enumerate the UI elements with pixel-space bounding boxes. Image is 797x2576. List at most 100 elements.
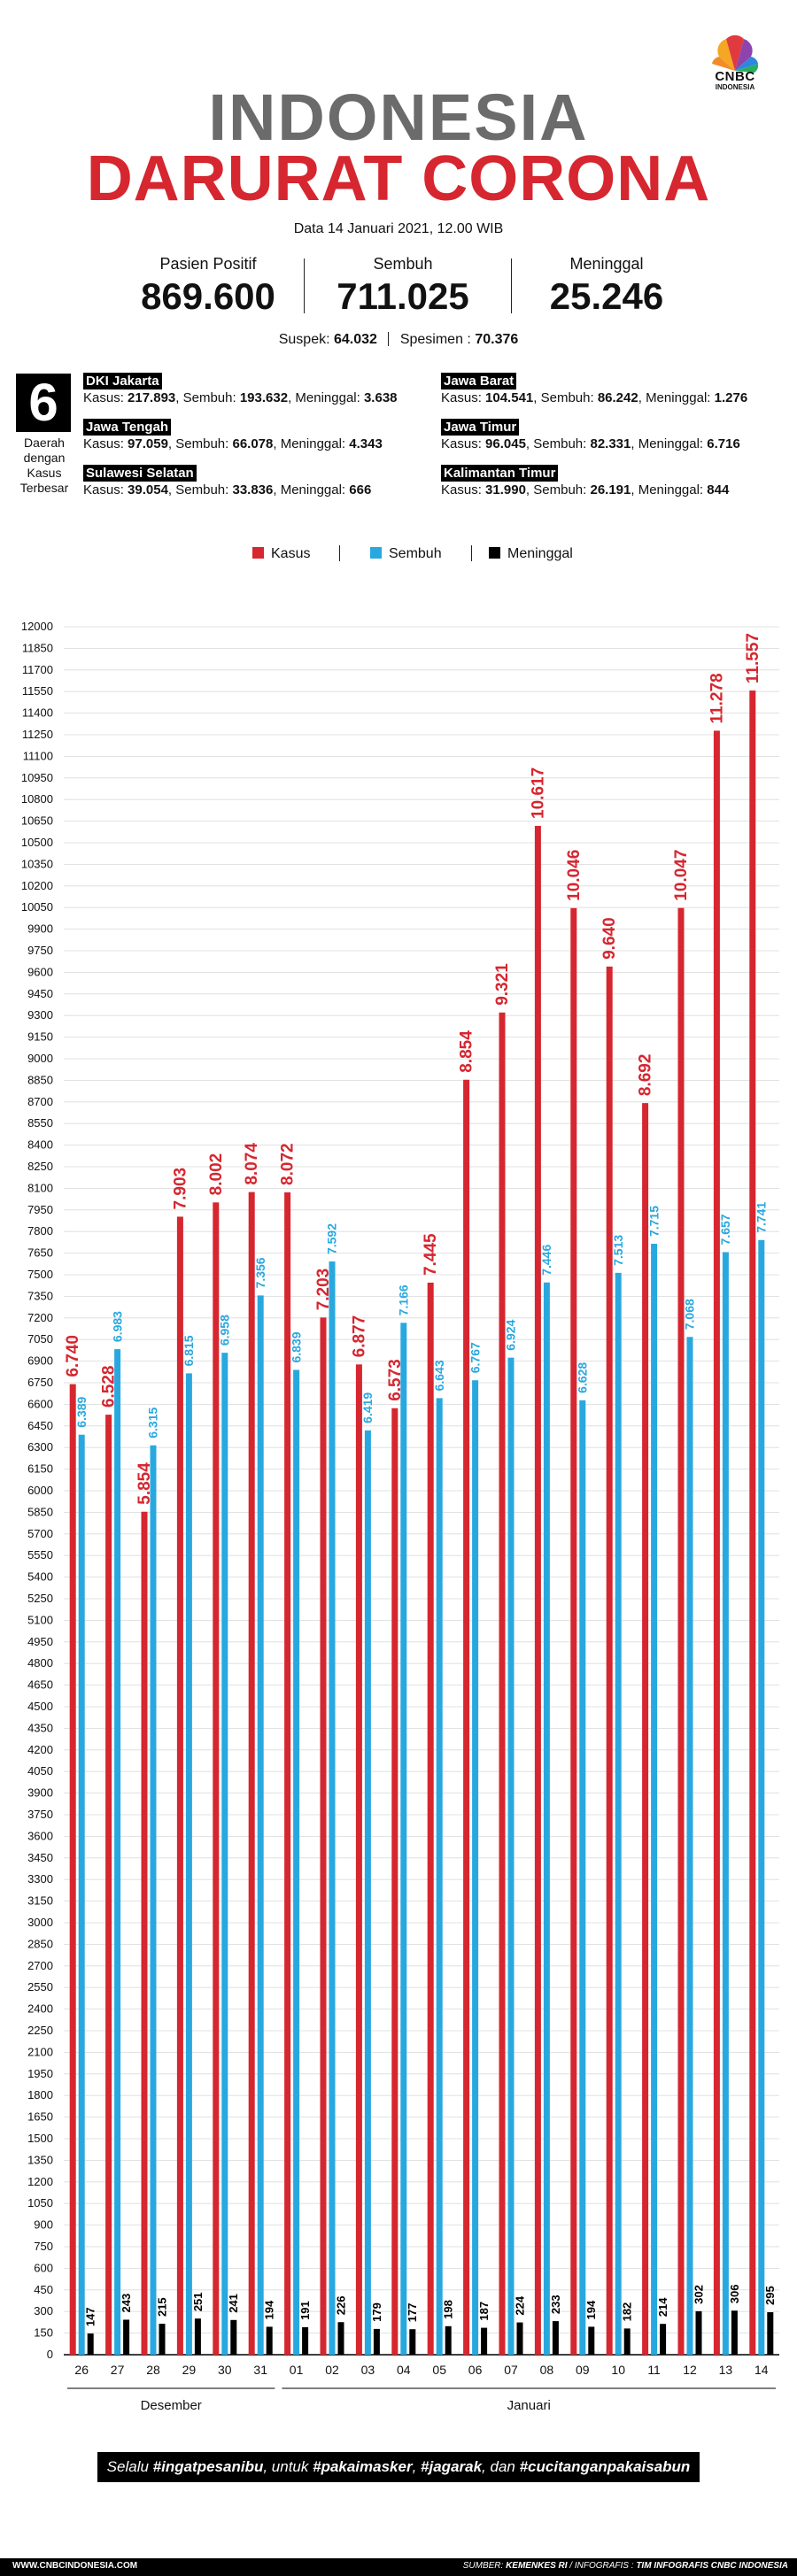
region-details: Kasus: 104.541, Sembuh: 86.242, Meningga… (441, 390, 748, 405)
stat-value: 869.600 (141, 275, 275, 317)
bar-sembuh (293, 1369, 300, 2355)
y-tick-label: 450 (34, 2283, 53, 2296)
region-name: Kalimantan Timur (441, 465, 559, 482)
region-meninggal: 844 (707, 482, 730, 497)
suspek-value: 64.032 (333, 332, 377, 347)
chart-legend: Kasus Sembuh Meninggal (0, 545, 797, 567)
region-label: Meninggal: (280, 482, 346, 497)
y-tick-label: 2700 (27, 1959, 53, 1972)
regions-caption-line: Terbesar (19, 481, 69, 495)
data-label-kasus: 8.854 (458, 1030, 476, 1073)
logo-subtext: INDONESIA (715, 83, 755, 91)
regions-caption-line: Kasus (27, 466, 62, 480)
y-tick-label: 5400 (27, 1570, 53, 1584)
data-label-sembuh: 6.628 (576, 1362, 590, 1393)
data-label-meninggal: 243 (120, 2294, 133, 2313)
x-tick-label: 30 (218, 2363, 232, 2377)
stat-label: Meninggal (569, 255, 644, 273)
bar-kasus (463, 1079, 470, 2355)
x-tick-label: 01 (290, 2363, 304, 2377)
region-label: Kasus: (441, 390, 482, 405)
data-label-kasus: 10.617 (529, 767, 547, 819)
y-tick-label: 2400 (27, 2002, 53, 2016)
footer-source-label: / INFOGRAFIS : (567, 2561, 637, 2571)
bar-kasus (141, 1511, 148, 2355)
footnote-hashtag: #cucitanganpakaisabun (519, 2458, 691, 2475)
bar-kasus (606, 966, 613, 2355)
y-tick-label: 11400 (22, 706, 53, 720)
y-tick-label: 4500 (27, 1700, 53, 1713)
data-label-sembuh: 6.315 (146, 1408, 160, 1438)
stat-divider (304, 258, 305, 313)
data-label-meninggal: 214 (656, 2297, 669, 2317)
y-tick-label: 3600 (27, 1829, 53, 1842)
bar-kasus (105, 1415, 112, 2355)
data-label-sembuh: 6.767 (468, 1342, 482, 1373)
region-label: Sembuh: (175, 436, 229, 451)
region-meninggal: 3.638 (363, 390, 398, 405)
region-label: Kasus: (83, 390, 124, 405)
data-label-kasus: 10.046 (565, 850, 584, 901)
data-label-kasus: 9.640 (600, 917, 619, 960)
bar-meninggal (373, 2328, 380, 2355)
data-label-meninggal: 241 (227, 2294, 240, 2313)
region-kasus: 104.541 (485, 390, 534, 405)
bar-kasus (176, 1216, 183, 2355)
data-label-meninggal: 191 (298, 2301, 312, 2320)
data-label-sembuh: 7.356 (253, 1257, 267, 1288)
data-label-meninggal: 179 (370, 2302, 383, 2322)
region-sembuh: 26.191 (590, 482, 631, 497)
data-label-kasus: 6.528 (100, 1366, 119, 1408)
y-tick-label: 9600 (27, 965, 53, 978)
y-tick-label: 4200 (27, 1743, 53, 1756)
y-tick-label: 750 (34, 2240, 53, 2253)
y-tick-label: 6750 (27, 1376, 53, 1389)
bar-sembuh (615, 1272, 622, 2355)
bar-sembuh (579, 1400, 586, 2355)
footer-source-value: KEMENKES RI (506, 2561, 568, 2571)
y-tick-label: 7350 (27, 1289, 53, 1302)
bar-sembuh (150, 1445, 157, 2355)
region-label: Meninggal: (280, 436, 346, 451)
y-tick-label: 6600 (27, 1397, 53, 1410)
y-tick-label: 10800 (21, 792, 53, 806)
date-text: Data 14 Januari 2021, 12.00 WIB (293, 221, 504, 236)
data-label-meninggal: 233 (549, 2294, 562, 2314)
region-sembuh: 82.331 (590, 436, 631, 451)
data-label-sembuh: 7.166 (397, 1284, 411, 1315)
data-label-sembuh: 7.068 (683, 1299, 697, 1330)
region-kasus: 97.059 (128, 436, 168, 451)
y-tick-label: 1950 (27, 2067, 53, 2080)
y-tick-label: 4350 (27, 1721, 53, 1734)
y-tick-label: 8550 (27, 1116, 53, 1130)
stat-value: 25.246 (549, 275, 664, 317)
data-label-meninggal: 215 (155, 2297, 168, 2317)
data-label-meninggal: 198 (442, 2300, 455, 2319)
region-sembuh: 86.242 (597, 390, 638, 405)
bar-kasus (69, 1384, 76, 2355)
data-label-sembuh: 6.815 (182, 1335, 196, 1366)
region-label: Sembuh: (182, 390, 236, 405)
data-label-meninggal: 251 (191, 2292, 205, 2311)
bar-sembuh (185, 1373, 192, 2355)
region-item: Jawa Timur Kasus: 96.045, Sembuh: 82.331,… (441, 419, 797, 453)
bar-sembuh (472, 1380, 479, 2355)
footnote-text: , dan (482, 2458, 520, 2475)
data-label-kasus: 8.074 (243, 1143, 261, 1185)
y-tick-label: 5550 (27, 1548, 53, 1562)
data-label-sembuh: 6.643 (432, 1360, 446, 1391)
y-tick-label: 2250 (27, 2024, 53, 2037)
y-tick-label: 3000 (27, 1916, 53, 1929)
data-label-kasus: 7.903 (171, 1168, 190, 1210)
regions-caption-line: dengan (23, 451, 66, 465)
regions-caption: Daerah dengan Kasus Terbesar (12, 436, 76, 496)
regions-count: 6 (16, 374, 71, 432)
data-label-meninggal: 194 (263, 2300, 276, 2319)
data-label-sembuh: 6.419 (360, 1392, 375, 1423)
x-tick-label: 26 (74, 2363, 89, 2377)
region-label: Kasus: (441, 436, 482, 451)
data-label-kasus: 8.072 (279, 1143, 298, 1185)
bar-meninggal (159, 2324, 166, 2355)
bar-kasus (355, 1364, 362, 2355)
data-label-meninggal: 182 (621, 2302, 634, 2322)
